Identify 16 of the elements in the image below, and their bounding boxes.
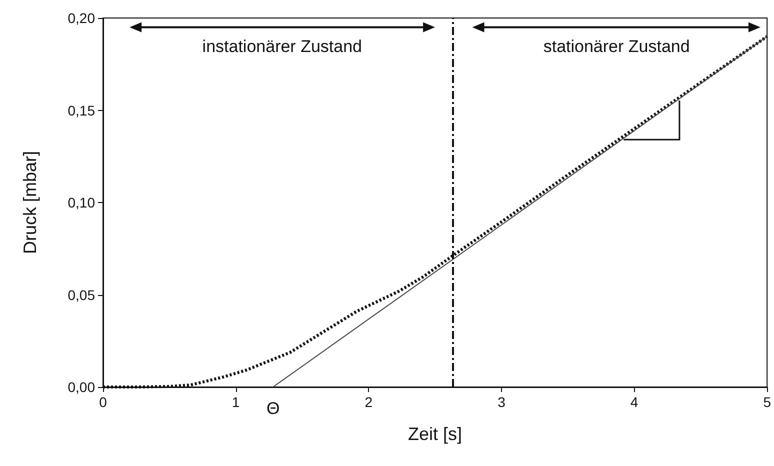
- x-tick-label: 2: [364, 394, 373, 410]
- x-tick-label: 0: [99, 394, 108, 410]
- annotation: instationärer Zustand: [202, 37, 362, 58]
- annotation: stationärer Zustand: [543, 37, 690, 58]
- x-tick-label: 5: [763, 394, 772, 410]
- x-tick-label: 4: [630, 394, 638, 410]
- y-tick-label: 0,10: [68, 194, 96, 210]
- x-tick-label: 1: [232, 394, 240, 410]
- y-axis-title: Druck [mbar]: [20, 150, 40, 254]
- y-tick-label: 0,00: [68, 379, 96, 395]
- y-tick-label: 0,05: [68, 286, 96, 303]
- y-tick-label: 0,15: [68, 102, 96, 118]
- x-tick-label: 3: [498, 394, 506, 410]
- annotation: Θ: [266, 399, 280, 419]
- y-tick-label: 0,20: [68, 10, 96, 26]
- x-axis-title: Zeit [s]: [408, 424, 462, 444]
